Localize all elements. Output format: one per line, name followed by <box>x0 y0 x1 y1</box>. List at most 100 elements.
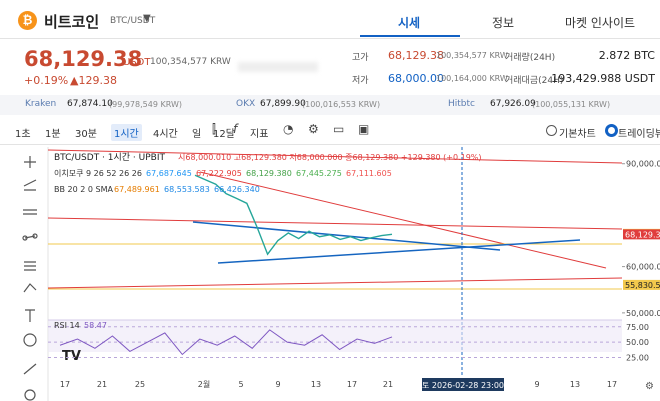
price-line <box>194 174 393 256</box>
interval[interactable]: 1시간 <box>111 124 142 141</box>
ichimoku-value: 67,222.905 <box>196 169 242 178</box>
price-marker-label: 55,830.59 <box>625 281 660 290</box>
drawing-tools <box>22 156 38 401</box>
exchange-name: Hitbtc <box>448 99 475 109</box>
interval[interactable]: 1초 <box>15 129 31 140</box>
exchange-price: 67,899.90 <box>260 99 306 109</box>
divider <box>0 38 660 39</box>
x-label: 13 <box>311 380 321 389</box>
settings-icon: ⚙ <box>645 381 654 392</box>
bb-value: 66,426.340 <box>214 185 260 194</box>
mode[interactable]: 기본차트 <box>559 129 596 140</box>
x-label: 5 <box>238 380 243 389</box>
rsi-tick-label: 25.00 <box>626 354 649 363</box>
ichimoku-name: 이치모쿠 9 26 52 26 26 <box>54 168 142 178</box>
price-marker <box>623 229 660 240</box>
caret[interactable]: ▼ <box>143 13 151 24</box>
divider <box>0 144 660 145</box>
interval[interactable]: 30분 <box>75 129 97 140</box>
price-marker-label: 68,265.30 <box>625 230 660 239</box>
stat-label: 거래량(24H) <box>505 53 556 63</box>
x-label: 17 <box>60 380 70 389</box>
stat-value: 193,429.988 USDT <box>551 72 655 85</box>
exchange-krw: (100,016,553 KRW) <box>302 100 381 109</box>
exchange-name: Kraken <box>25 99 57 109</box>
change-pct: +0.19% <box>24 74 69 87</box>
coin-icon: ₿ <box>18 11 37 30</box>
stat-label: 고가 <box>352 53 369 63</box>
stat-label: 거래대금(24H) <box>505 76 564 86</box>
indicator[interactable]: 지표 <box>250 129 269 140</box>
x-label: 21 <box>97 380 107 389</box>
price-marker <box>623 279 660 290</box>
price-marker <box>623 228 660 239</box>
icon[interactable]: ▣ <box>358 122 370 136</box>
ichimoku-value: 67,445.275 <box>296 169 342 178</box>
tab[interactable]: 마켓 인사이트 <box>565 16 636 30</box>
crosshair-box <box>422 378 504 391</box>
y-tick-label: 90,000.00 <box>626 160 660 169</box>
stat-value: 2.872 BTC <box>598 49 655 62</box>
y-tick-label: 60,000.00 <box>626 263 660 272</box>
exchange-krw: (99,978,549 KRW) <box>109 100 182 109</box>
price-marker-label: 68,129.38 <box>625 230 660 239</box>
stat-value: 68,129.38 <box>388 49 444 62</box>
ichimoku-value: 67,111.605 <box>346 169 392 178</box>
x-label: 9 <box>275 380 280 389</box>
x-label: 17 <box>347 380 357 389</box>
pair: BTC/USDT <box>110 16 156 26</box>
exchange-price: 67,926.09 <box>490 99 536 109</box>
rsi-value: 58.47 <box>84 321 107 330</box>
tab[interactable]: 정보 <box>492 16 515 30</box>
exchange-krw: (100,055,131 KRW) <box>532 100 611 109</box>
unit: USDT <box>123 57 151 68</box>
interval[interactable]: 일 <box>192 129 202 140</box>
rsi-line <box>59 329 393 356</box>
tab[interactable]: 시세 <box>398 16 421 30</box>
trendlines <box>47 147 623 376</box>
interval[interactable]: 1분 <box>45 129 61 140</box>
interval[interactable]: 4시간 <box>153 129 178 140</box>
stat-value: 68,000.00 <box>388 72 444 85</box>
icon[interactable]: ⫿ <box>212 122 216 136</box>
radio[interactable] <box>605 124 618 137</box>
blurred <box>238 62 318 72</box>
bb-name: BB 20 2 0 SMA <box>54 185 113 194</box>
x-label: 13 <box>570 380 580 389</box>
tab-underline <box>360 35 460 37</box>
exchange-name: OKX <box>236 99 256 109</box>
coin-name: 비트코인 <box>44 13 100 31</box>
bb-value: 68,553.583 <box>164 185 210 194</box>
price-krw: 100,354,577 KRW <box>150 57 231 67</box>
ohlc: 시68,000.010 고68,129.380 저68,000.000 종68,… <box>178 153 482 162</box>
x-label: 2월 <box>198 379 210 389</box>
rsi-band <box>48 320 622 352</box>
tv-logo: TV <box>62 349 81 364</box>
stat-krw: 100,354,577 KRW <box>436 51 508 60</box>
ichimoku-value: 67,687.645 <box>146 169 192 178</box>
rsi-name: RSI 14 <box>54 321 80 330</box>
exchange-price: 67,874.10 <box>67 99 113 109</box>
change: ▲129.38 <box>70 74 117 87</box>
icon[interactable]: ◔ <box>283 122 294 136</box>
x-label: 25 <box>135 380 145 389</box>
icon[interactable]: ⚙ <box>308 122 319 136</box>
crosshair-label: 토 2026-02-28 23:00 <box>422 381 504 390</box>
stat-krw: 100,164,000 KRW <box>436 74 508 83</box>
x-label: 21 <box>383 380 393 389</box>
icon[interactable]: f <box>233 122 238 136</box>
icon[interactable]: ▭ <box>333 122 345 136</box>
radio[interactable] <box>546 125 557 136</box>
ichimoku-value: 68,129.380 <box>246 169 292 178</box>
x-label: 9 <box>534 380 539 389</box>
rsi-tick-label: 75.00 <box>626 323 649 332</box>
mode[interactable]: 트레이딩뷰 <box>618 129 660 140</box>
stat-label: 저가 <box>352 76 369 86</box>
interval[interactable]: 12달 <box>213 129 235 140</box>
bb-value: 67,489.961 <box>114 185 160 194</box>
x-label: 17 <box>607 380 617 389</box>
exchange-bar <box>0 95 660 115</box>
y-tick-label: 50,000.00 <box>626 309 660 318</box>
legend: BTC/USDT · 1시간 · UPBIT <box>54 152 165 163</box>
